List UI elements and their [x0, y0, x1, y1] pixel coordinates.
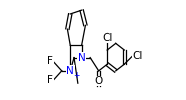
Text: F: F — [47, 56, 53, 66]
Text: Cl: Cl — [133, 51, 143, 61]
Text: +: + — [73, 71, 80, 80]
Text: Cl: Cl — [102, 33, 112, 43]
Text: N: N — [66, 66, 74, 76]
Text: F: F — [47, 75, 53, 85]
Text: N: N — [78, 53, 86, 63]
Text: O: O — [94, 76, 103, 86]
